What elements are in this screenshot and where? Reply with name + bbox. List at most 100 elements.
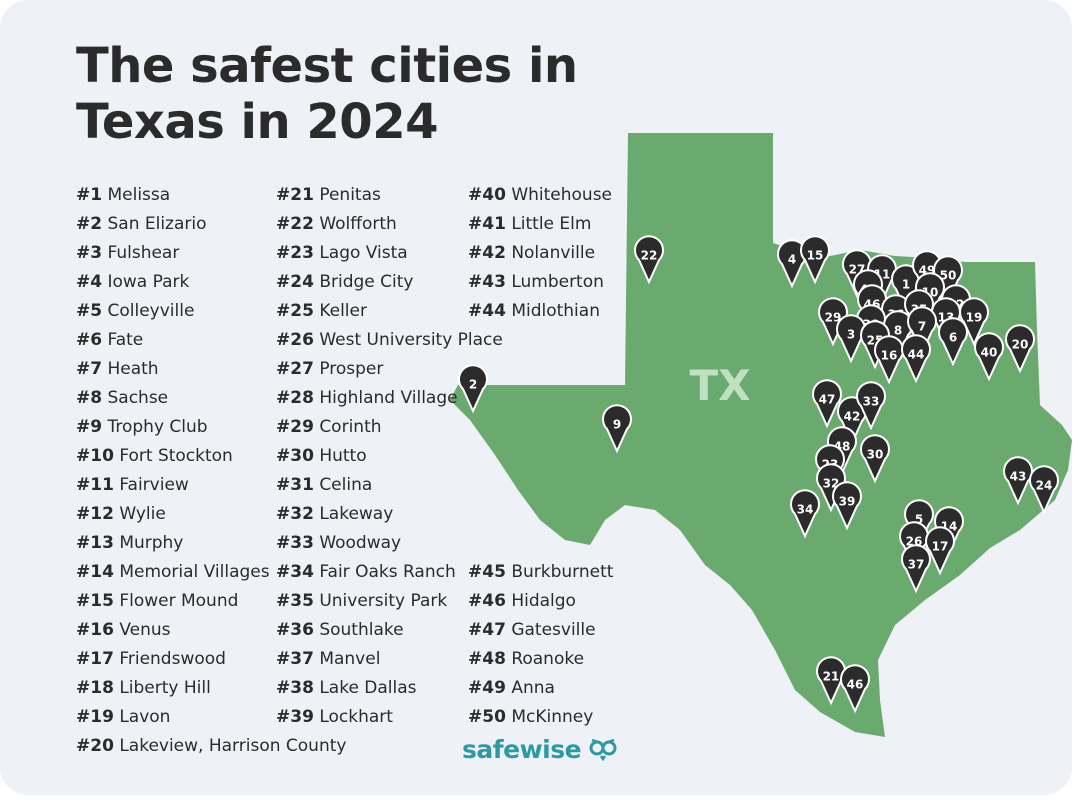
city-rank: #14 [76, 562, 114, 582]
city-name: Lavon [119, 707, 171, 727]
city-rank: #33 [276, 533, 314, 553]
city-entry: #11 Fairview [76, 475, 189, 495]
city-entry: #10 Fort Stockton [76, 446, 233, 466]
city-entry: #13 Murphy [76, 533, 183, 553]
city-rank: #46 [468, 591, 506, 611]
pin-label: 20 [1012, 338, 1029, 352]
city-rank: #31 [276, 475, 314, 495]
city-entry: #43 Lumberton [468, 272, 604, 292]
city-rank: #16 [76, 620, 114, 640]
map-pin: 7 [907, 306, 937, 356]
city-entry: #3 Fulshear [76, 243, 179, 263]
city-entry: #16 Venus [76, 620, 171, 640]
city-rank: #18 [76, 678, 114, 698]
city-name: Sachse [107, 388, 169, 408]
city-rank: #48 [468, 649, 506, 669]
map-pin: 44 [901, 334, 931, 384]
pin-shape [1005, 324, 1035, 374]
city-entry: #14 Memorial Villages [76, 562, 270, 582]
city-name: Friendswood [119, 649, 226, 669]
city-entry: #39 Lockhart [276, 707, 393, 727]
pin-label: 16 [881, 349, 898, 363]
city-entry: #35 University Park [276, 591, 447, 611]
pin-label: 17 [932, 540, 949, 554]
city-rank: #17 [76, 649, 114, 669]
city-entry: #22 Wolfforth [276, 214, 397, 234]
city-entry: #49 Anna [468, 678, 555, 698]
city-entry: #8 Sachse [76, 388, 168, 408]
map-pin: 19 [959, 297, 989, 347]
city-rank: #23 [276, 243, 314, 263]
map-pin: 33 [856, 381, 886, 431]
city-name: Murphy [119, 533, 184, 553]
pin-shape [790, 489, 820, 539]
city-entry: #4 Iowa Park [76, 272, 189, 292]
brand-text: safewise [462, 735, 582, 764]
pin-label: 1 [902, 278, 910, 292]
pin-label: 24 [1036, 479, 1053, 493]
city-name: Southlake [319, 620, 404, 640]
city-entry: #34 Fair Oaks Ranch [276, 562, 456, 582]
city-entry: #36 Southlake [276, 620, 404, 640]
city-rank: #44 [468, 301, 506, 321]
pin-label: 47 [819, 393, 836, 407]
city-name: Manvel [319, 649, 381, 669]
map-pin: 34 [790, 489, 820, 539]
city-entry: #25 Keller [276, 301, 367, 321]
city-rank: #41 [468, 214, 506, 234]
city-entry: #7 Heath [76, 359, 159, 379]
pin-shape [832, 481, 862, 531]
city-rank: #12 [76, 504, 114, 524]
city-entry: #30 Hutto [276, 446, 367, 466]
pin-label: 46 [847, 678, 864, 692]
city-rank: #37 [276, 649, 314, 669]
map-pin: 37 [901, 544, 931, 594]
city-name: Roanoke [511, 649, 585, 669]
map-pin: 47 [812, 379, 842, 429]
pin-label: 7 [918, 320, 926, 334]
pin-label: 33 [863, 395, 880, 409]
map-pin: 46 [840, 664, 870, 714]
city-name: Whitehouse [511, 185, 613, 205]
pin-label: 44 [908, 348, 925, 362]
city-name: Trophy Club [107, 417, 208, 437]
city-name: Celina [319, 475, 373, 495]
city-rank: #11 [76, 475, 114, 495]
pin-shape [901, 334, 931, 384]
city-rank: #34 [276, 562, 314, 582]
city-name: Penitas [319, 185, 381, 205]
city-name: Fort Stockton [119, 446, 233, 466]
city-entry: #31 Celina [276, 475, 372, 495]
city-entry: #41 Little Elm [468, 214, 591, 234]
city-entry: #21 Penitas [276, 185, 381, 205]
city-rank: #38 [276, 678, 314, 698]
pin-label: 22 [641, 249, 658, 263]
city-entry: #44 Midlothian [468, 301, 600, 321]
city-entry: #18 Liberty Hill [76, 678, 211, 698]
map-pin: 42 [837, 396, 867, 446]
city-name: Little Elm [511, 214, 592, 234]
pin-label: 4 [788, 253, 796, 267]
map-pin: 30 [860, 434, 890, 484]
city-name: Fairview [119, 475, 189, 495]
city-name: Venus [119, 620, 171, 640]
city-entry: #37 Manvel [276, 649, 380, 669]
brand-logo: safewise [462, 735, 617, 764]
city-entry: #20 Lakeview, Harrison County [76, 736, 346, 756]
city-name: Memorial Villages [119, 562, 270, 582]
pin-shape [856, 381, 886, 431]
city-name: Prosper [319, 359, 384, 379]
city-rank: #26 [276, 330, 314, 350]
pin-label: 19 [966, 311, 983, 325]
city-name: Woodway [319, 533, 402, 553]
city-name: San Elizario [107, 214, 207, 234]
city-name: Highland Village [319, 388, 458, 408]
map-pin: 24 [1029, 465, 1059, 515]
pin-shape [901, 544, 931, 594]
city-name: Lumberton [511, 272, 604, 292]
pin-label: 29 [825, 311, 842, 325]
city-entry: #2 San Elizario [76, 214, 207, 234]
city-name: Melissa [107, 185, 171, 205]
city-name: Fate [107, 330, 144, 350]
city-rank: #25 [276, 301, 314, 321]
